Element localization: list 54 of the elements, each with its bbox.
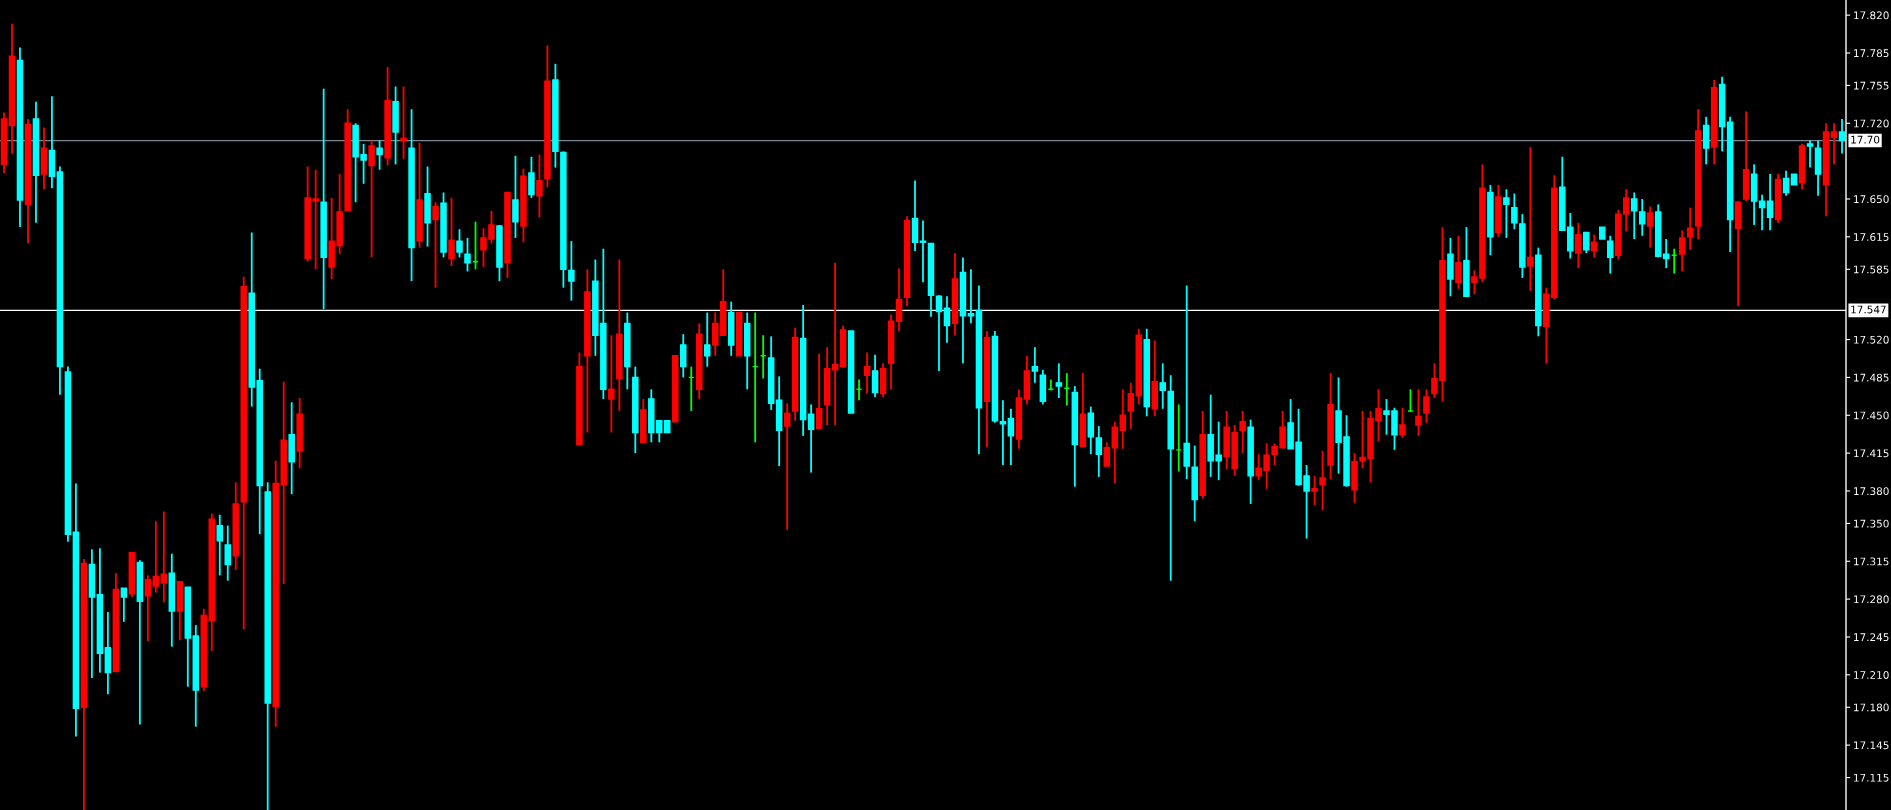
candlestick (512, 154, 519, 239)
y-tick-label: 17.485 (1854, 373, 1889, 382)
candlestick (432, 201, 439, 289)
candlestick (544, 44, 551, 188)
candlestick (1447, 237, 1454, 298)
y-tick-label: 17.615 (1854, 233, 1889, 241)
y-tick-label: 17.315 (1854, 557, 1889, 566)
candlestick (1415, 388, 1422, 437)
candlestick (1351, 452, 1358, 504)
y-tick-label: 17.245 (1854, 633, 1889, 642)
candlestick (456, 228, 463, 259)
candlestick (520, 167, 527, 244)
candlestick (1423, 388, 1430, 424)
candlestick (1599, 226, 1606, 240)
y-tick-label: 17.415 (1854, 449, 1889, 458)
candlestick (376, 139, 383, 171)
y-tick-label: 17.450 (1854, 411, 1889, 420)
candlestick (384, 66, 391, 167)
y-tick-label: 17.350 (1854, 519, 1889, 528)
candlestick (1399, 406, 1406, 439)
candlestick (448, 196, 455, 267)
y-tick-label: 17.585 (1854, 265, 1889, 274)
y-tick-label: 17.210 (1854, 671, 1889, 679)
candlestick (847, 330, 855, 414)
y-tick-label: 17.650 (1854, 195, 1889, 204)
y-tick-label: 17.785 (1854, 49, 1889, 58)
candlestick (496, 224, 503, 283)
candlestick (440, 191, 447, 259)
candlestick (416, 141, 423, 249)
y-tick-label: 17.520 (1854, 335, 1889, 344)
candlestick (464, 237, 471, 273)
candlestick (735, 311, 743, 357)
y-tick-label: 17.380 (1854, 487, 1889, 496)
candlestick (528, 155, 535, 199)
candlestick (1327, 372, 1334, 480)
candlestick (1463, 226, 1470, 298)
y-tick-label: 17.180 (1854, 703, 1889, 712)
candlestick (424, 165, 431, 248)
candlestick (1790, 173, 1798, 186)
ref-line-label: 17.70 (1851, 135, 1880, 144)
candlestick (392, 85, 399, 166)
y-tick-label: 17.755 (1854, 81, 1889, 90)
y-tick-label: 17.145 (1854, 741, 1889, 750)
y-tick-label: 17.280 (1854, 595, 1889, 604)
candlestick (1311, 474, 1318, 506)
candlestick (1319, 450, 1326, 512)
candlestick (408, 108, 415, 283)
y-tick-label: 17.720 (1854, 119, 1889, 128)
ref-line-label: 17.547 (1851, 305, 1886, 314)
y-tick-label: 17.115 (1854, 773, 1889, 782)
y-tick-label: 17.820 (1854, 11, 1889, 20)
candlestick (504, 191, 511, 279)
candlestick (536, 153, 543, 219)
candlestick (1455, 234, 1462, 290)
